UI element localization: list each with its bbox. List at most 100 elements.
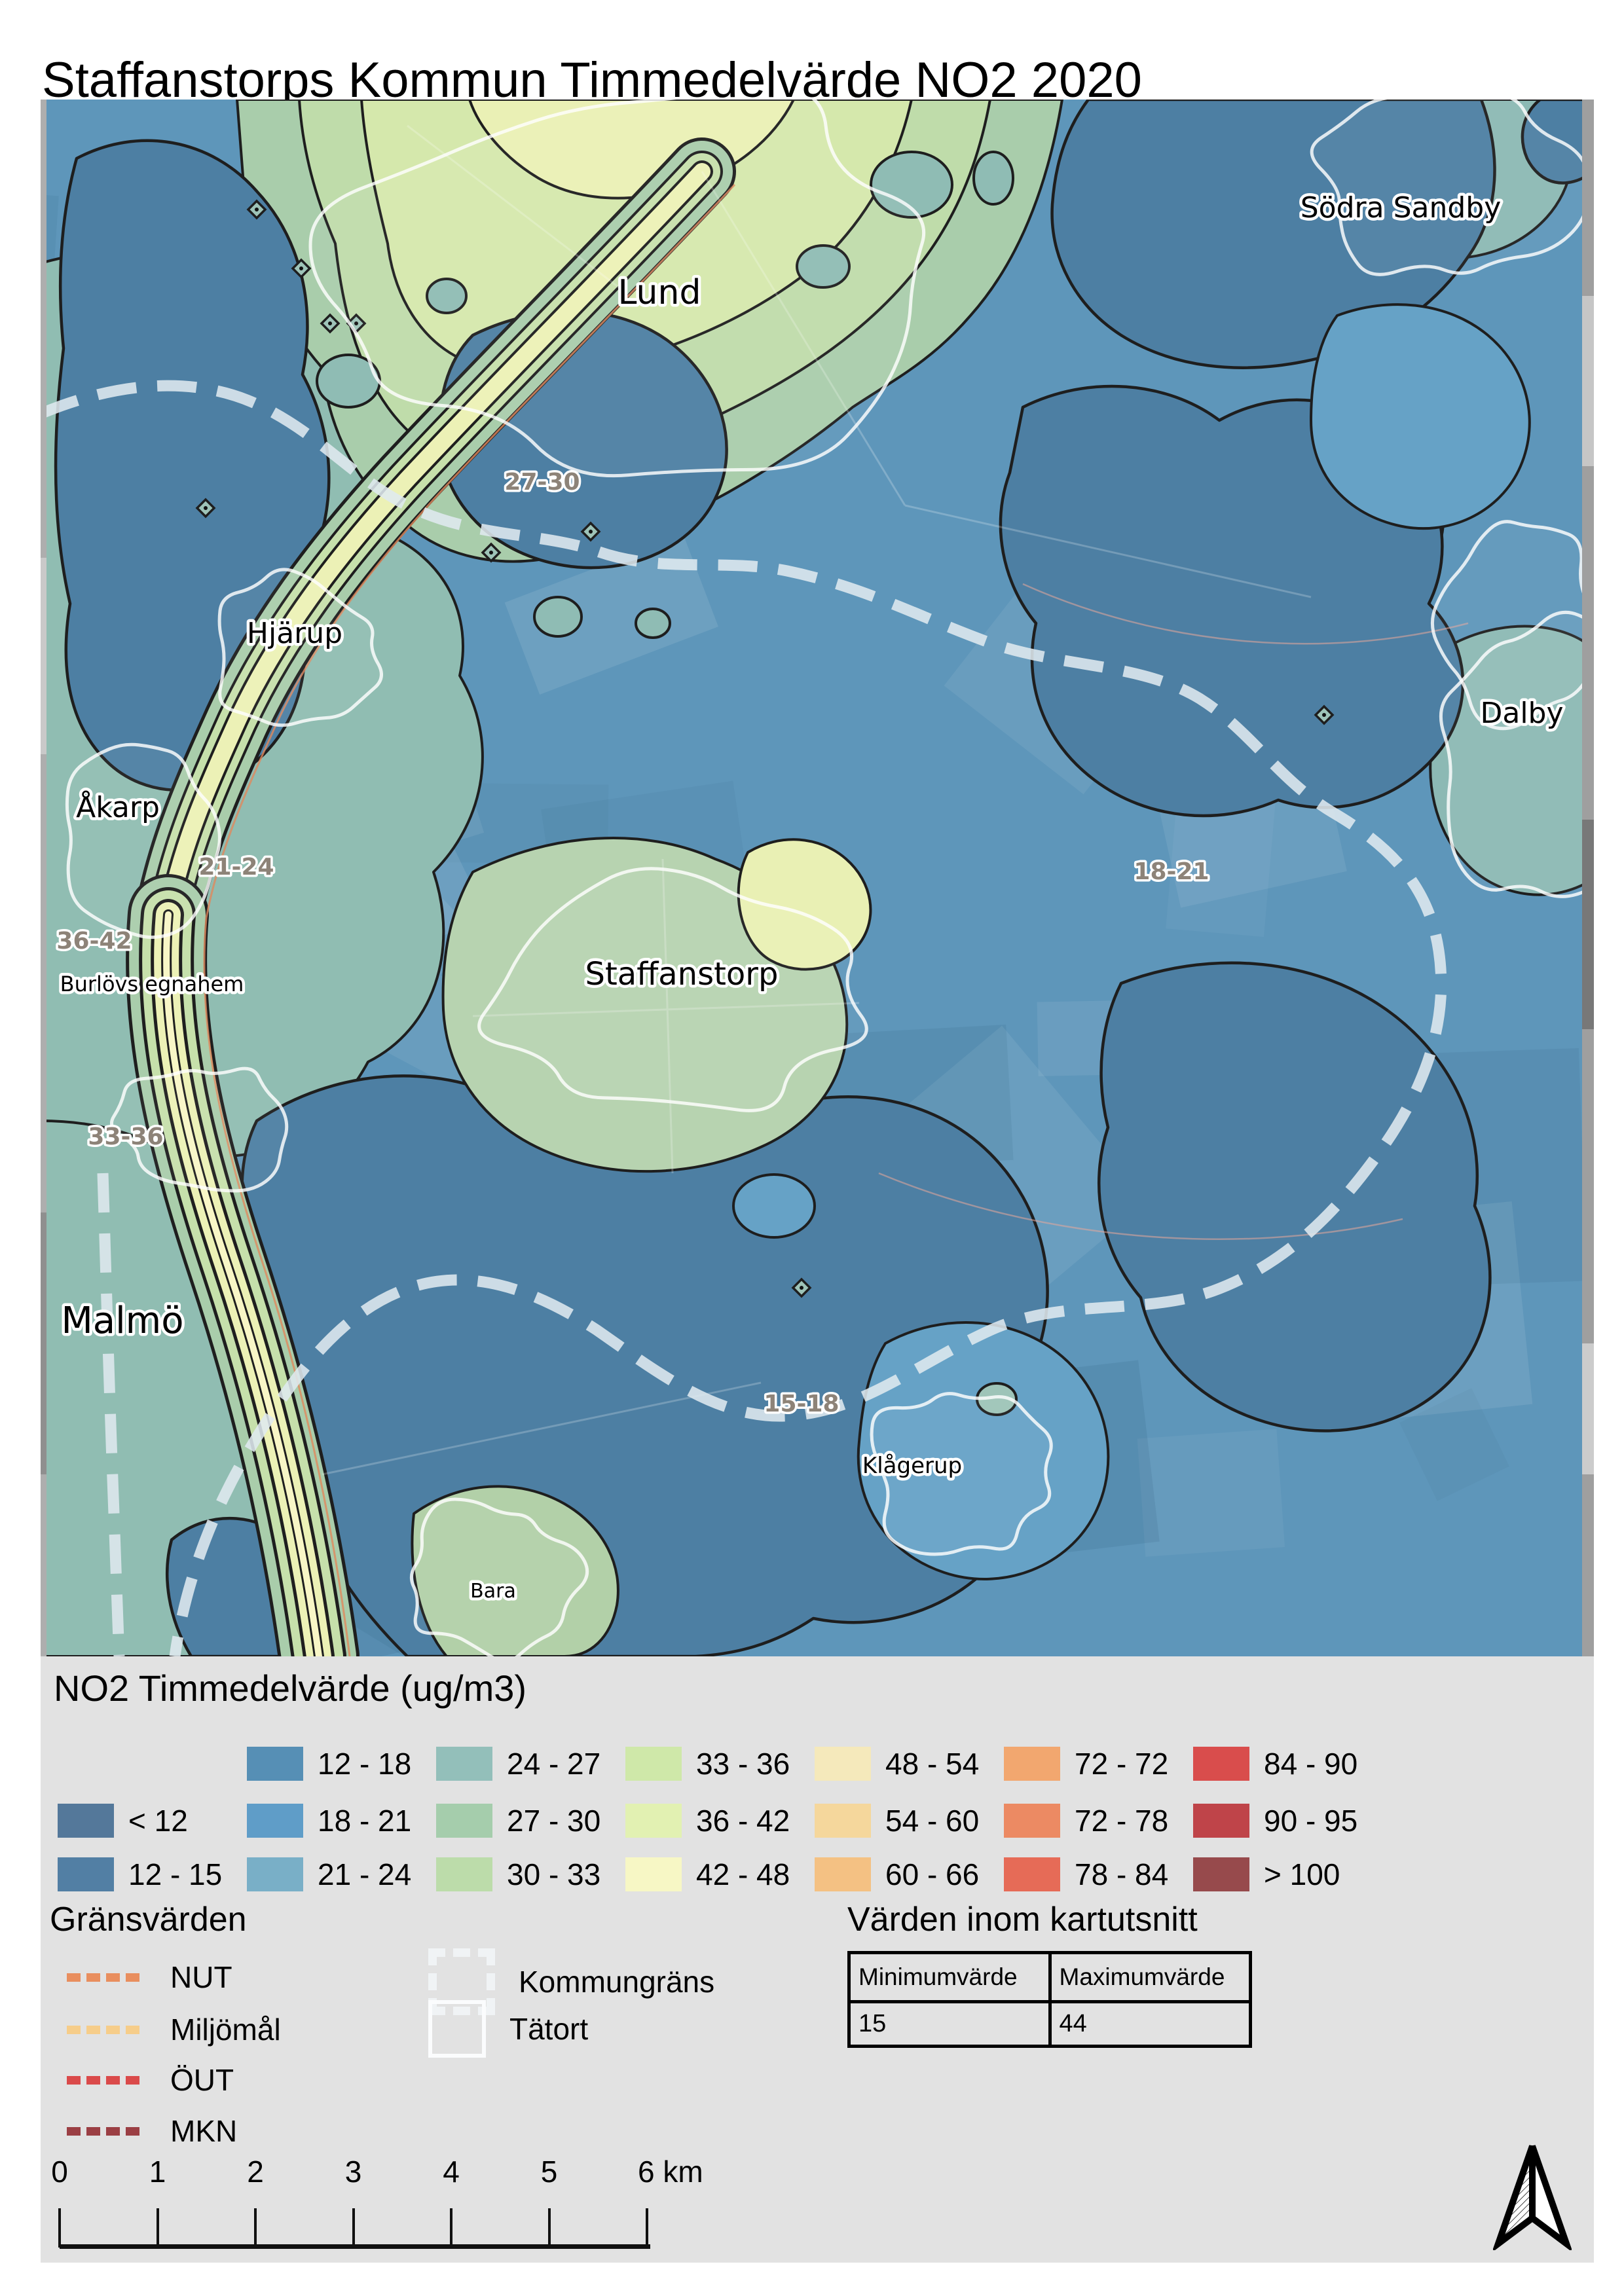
tatort-label: Tätort	[509, 2012, 589, 2046]
map-labels: Lund Södra Sandby Hjärup Dalby Åkarp Staffans…	[54, 189, 1566, 1606]
scalebar-tick	[352, 2208, 355, 2248]
legend-swatch	[58, 1804, 114, 1838]
corridor-bands	[126, 137, 736, 1656]
legend-item: > 100	[1193, 1857, 1340, 1891]
legend-swatch-label: 60 - 66	[885, 1857, 980, 1891]
value-label: 21-24	[198, 854, 274, 881]
legend-item: 12 - 18	[247, 1747, 411, 1781]
place-label: Dalby	[1480, 697, 1563, 730]
tatort-outline	[409, 1497, 589, 1656]
legend-item: 72 - 78	[1004, 1804, 1168, 1838]
place-label: Bara	[470, 1580, 516, 1603]
legend-swatch-label: 12 - 18	[318, 1747, 412, 1781]
legend-swatch	[1004, 1857, 1060, 1891]
gransvarden-title: Gränsvärden	[50, 1901, 247, 1939]
legend-swatch	[58, 1857, 114, 1891]
tatort-outline	[1430, 520, 1594, 731]
field-texture	[1399, 1388, 1509, 1501]
legend-title: NO2 Timmedelvärde (ug/m3)	[54, 1667, 527, 1709]
legend-swatch	[625, 1804, 682, 1838]
legend-swatch-label: 90 - 95	[1264, 1804, 1358, 1838]
legend-swatch-label: 18 - 21	[318, 1804, 412, 1838]
legend-swatch	[1004, 1804, 1060, 1838]
value-label: 18-21	[1134, 858, 1209, 885]
dashed-line-icon	[67, 2126, 152, 2136]
legend-item: 72 - 72	[1004, 1747, 1168, 1781]
scalebar-tick	[156, 2208, 159, 2248]
stats-header-max: Maximumvärde	[1048, 1951, 1252, 2003]
north-arrow-icon	[1493, 2145, 1572, 2250]
legend-swatch-label: 78 - 84	[1075, 1857, 1169, 1891]
legend-item: 48 - 54	[815, 1747, 979, 1781]
tatort-outline	[1310, 100, 1591, 276]
scalebar-baseline	[60, 2244, 650, 2249]
legend-swatch-label: 27 - 30	[507, 1804, 601, 1838]
zone-town-greens	[411, 837, 1018, 1656]
tatort-outline	[870, 1392, 1053, 1556]
legend-swatch	[1193, 1857, 1249, 1891]
stats-table: Minimumvärde Maximumvärde 15 44	[847, 1951, 1252, 2048]
limit-line-label: ÖUT	[170, 2063, 234, 2097]
scalebar-tick	[58, 2208, 61, 2248]
legend-swatch	[247, 1747, 303, 1781]
value-label: 27-30	[504, 469, 580, 496]
map-edge-strips	[41, 100, 1594, 1656]
legend-swatch-label: 12 - 15	[128, 1857, 223, 1891]
tatort-legend-row: Tätort	[428, 2000, 588, 2058]
scalebar-tick	[646, 2208, 648, 2248]
legend-item: 84 - 90	[1193, 1747, 1357, 1781]
legend-item: 24 - 27	[436, 1747, 600, 1781]
place-label: Burlövs egnahem	[60, 972, 244, 996]
limit-line-row: Miljömål	[67, 2013, 281, 2047]
kommungrans-label: Kommungräns	[519, 1965, 715, 1999]
legend-swatch-label: 72 - 78	[1075, 1804, 1169, 1838]
legend-swatch-label: 33 - 36	[696, 1747, 790, 1781]
field-texture	[1137, 1429, 1285, 1557]
legend-panel: NO2 Timmedelvärde (ug/m3) < 12 12 - 15 12 …	[41, 1656, 1594, 2263]
legend-swatch	[436, 1804, 492, 1838]
legend-swatch	[815, 1804, 871, 1838]
scalebar-tick	[254, 2208, 257, 2248]
legend-item: 30 - 33	[436, 1857, 600, 1891]
kommungrans-icon	[428, 1948, 495, 2015]
legend-swatch	[625, 1747, 682, 1781]
legend-item: 60 - 66	[815, 1857, 979, 1891]
legend-swatch	[815, 1857, 871, 1891]
stats-value-min: 15	[847, 2000, 1052, 2048]
tatort-outline	[477, 867, 868, 1112]
tatort-icon	[428, 2000, 486, 2058]
page-title: Staffanstorps Kommun Timmedelvärde NO2 2…	[42, 52, 1142, 108]
kommungrans-boundary	[41, 380, 1447, 1656]
legend-swatch	[815, 1747, 871, 1781]
legend-item: 78 - 84	[1004, 1857, 1168, 1891]
value-label: 36-42	[56, 928, 132, 955]
scalebar-tick	[450, 2208, 452, 2248]
legend-item: 12 - 15	[58, 1857, 222, 1891]
road-lines	[322, 124, 1312, 1476]
legend-swatch	[436, 1857, 492, 1891]
legend-swatch	[247, 1804, 303, 1838]
place-label: Lund	[618, 273, 701, 312]
legend-item: 33 - 36	[625, 1747, 790, 1781]
legend-swatch-label: 30 - 33	[507, 1857, 601, 1891]
legend-swatch-label: < 12	[128, 1804, 188, 1838]
legend-item: < 12	[58, 1804, 188, 1838]
legend-item: 54 - 60	[815, 1804, 979, 1838]
value-label: 33-36	[88, 1123, 163, 1150]
legend-swatch-label: 54 - 60	[885, 1804, 980, 1838]
map-art: Lund Södra Sandby Hjärup Dalby Åkarp Staffans…	[41, 100, 1594, 1656]
stats-header-min: Minimumvärde	[847, 1951, 1052, 2003]
zone-light-blue	[732, 303, 1531, 1580]
legend-item: 21 - 24	[247, 1857, 411, 1891]
stats-value-max: 44	[1048, 2000, 1252, 2048]
legend-swatch-label: 42 - 48	[696, 1857, 790, 1891]
kommungrans-legend-row: Kommungräns	[428, 1948, 714, 2015]
no2-map: Lund Södra Sandby Hjärup Dalby Åkarp Staffans…	[41, 100, 1594, 1656]
legend-swatch	[247, 1857, 303, 1891]
dashed-line-icon	[67, 1973, 152, 1982]
legend-item: 42 - 48	[625, 1857, 790, 1891]
legend-item: 18 - 21	[247, 1804, 411, 1838]
scalebar-label: 1	[149, 2155, 166, 2189]
scalebar-label: 2	[247, 2155, 264, 2189]
